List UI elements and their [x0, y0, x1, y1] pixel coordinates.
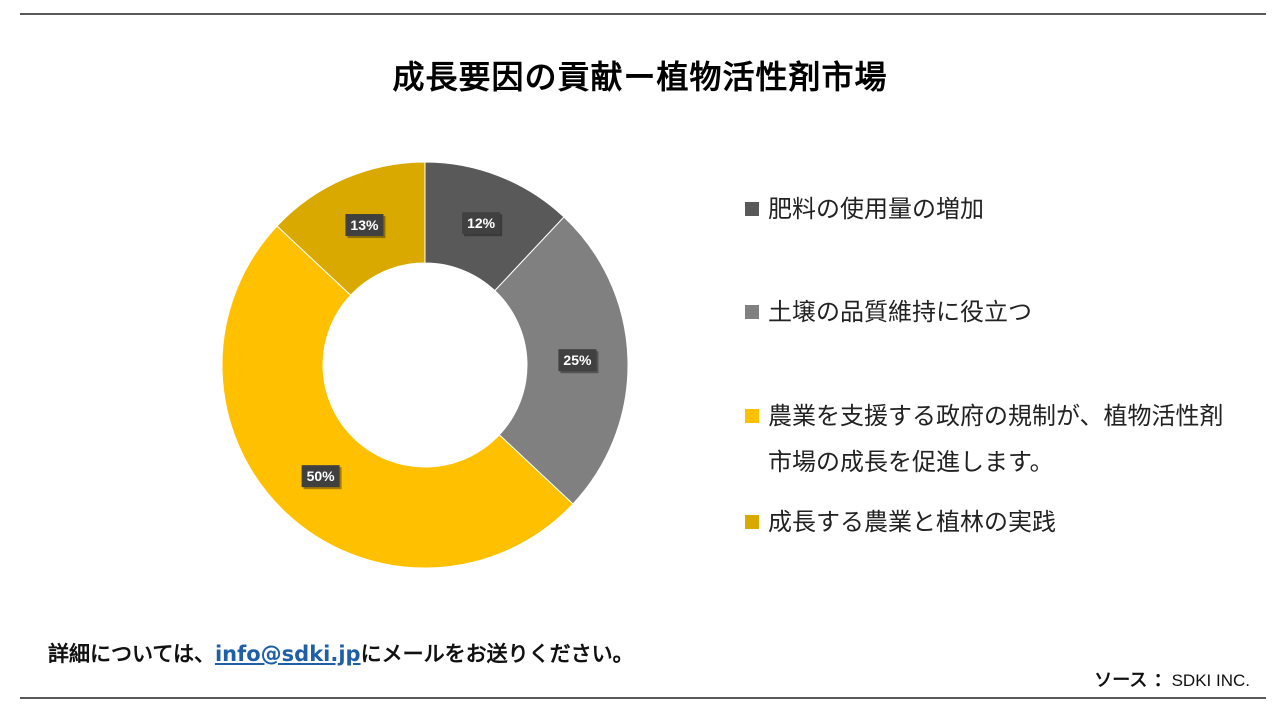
legend-label-4: 成長する農業と植林の実践 — [768, 508, 1056, 536]
legend-item-1: 肥料の使用量の増加 — [745, 186, 1238, 232]
legend-item-2: 土壌の品質維持に役立つ — [745, 289, 1238, 335]
donut-chart: 12% 25% 50% 13% — [221, 161, 629, 569]
legend-label-1: 肥料の使用量の増加 — [768, 195, 984, 223]
contact-note: 詳細については、info@sdki.jpにメールをお送りください。 — [48, 638, 634, 668]
legend-item-4: 成長する農業と植林の実践 — [745, 499, 1238, 545]
data-label-3: 50% — [301, 465, 342, 490]
data-label-text-2: 25% — [563, 352, 592, 368]
legend-label-2: 土壌の品質維持に役立つ — [768, 298, 1032, 326]
data-label-2: 25% — [558, 349, 599, 374]
legend-label-3: 農業を支援する政府の規制が、植物活性剤市場の成長を促進します。 — [768, 402, 1224, 476]
data-label-4: 13% — [345, 214, 386, 239]
source-credit: ソース ：SDKI INC. — [1094, 666, 1250, 692]
top-rule — [20, 13, 1266, 15]
source-value: SDKI INC. — [1171, 671, 1250, 690]
bottom-rule — [20, 697, 1266, 699]
contact-prefix: 詳細については、 — [48, 642, 215, 666]
data-label-text-3: 50% — [307, 468, 336, 484]
contact-email-link[interactable]: info@sdki.jp — [214, 642, 361, 666]
data-label-text-1: 12% — [467, 215, 496, 231]
legend-swatch-4 — [745, 515, 759, 529]
source-label: ソース ： — [1094, 670, 1172, 691]
chart-title: 成長要因の貢献ー植物活性剤市場 — [392, 58, 888, 96]
legend-swatch-3 — [745, 409, 759, 423]
legend-swatch-1 — [745, 202, 759, 216]
data-label-text-4: 13% — [350, 217, 379, 233]
data-label-1: 12% — [462, 212, 503, 237]
legend-swatch-2 — [745, 305, 759, 319]
legend-item-3: 農業を支援する政府の規制が、植物活性剤市場の成長を促進します。 — [745, 393, 1238, 485]
contact-suffix: にメールをお送りください。 — [360, 642, 634, 666]
